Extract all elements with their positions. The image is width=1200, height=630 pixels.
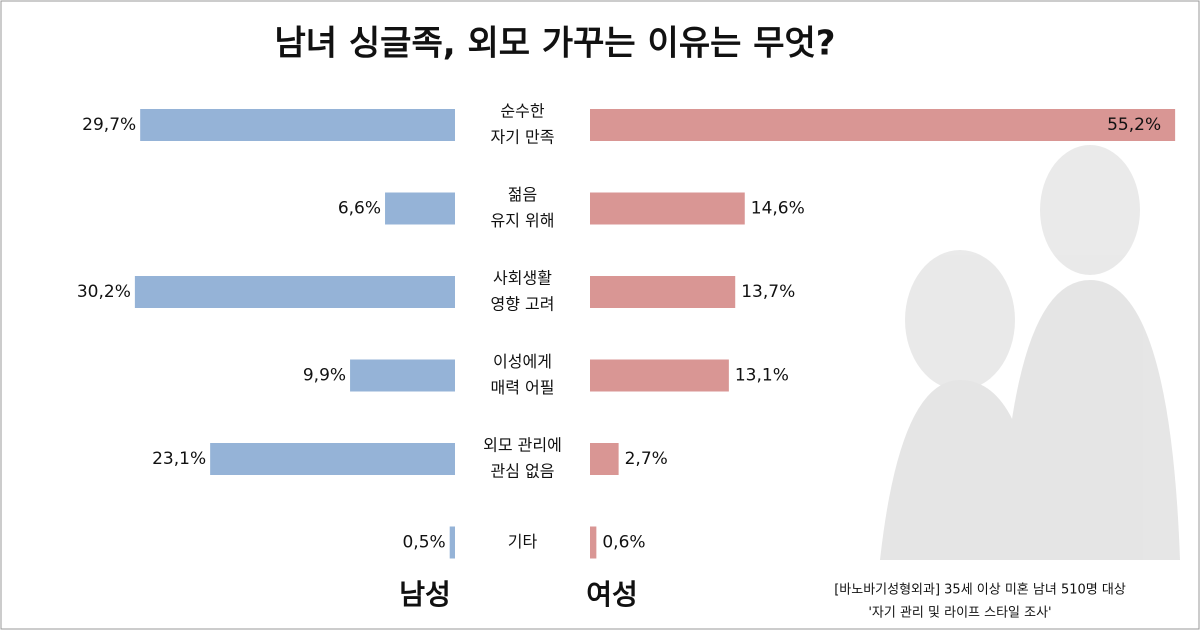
value-label: 13,7% bbox=[741, 282, 795, 302]
value-label: 14,6% bbox=[751, 199, 805, 219]
category-label: 매력 어필 bbox=[491, 378, 555, 397]
bar bbox=[140, 109, 455, 141]
bar bbox=[590, 109, 1176, 141]
category-label: 이성에게 bbox=[493, 352, 552, 371]
value-label: 23,1% bbox=[152, 449, 206, 469]
category-label: 영향 고려 bbox=[491, 295, 555, 314]
legend-label: 여성 bbox=[586, 578, 638, 611]
source-note: [바노바기성형외과] 35세 이상 미혼 남녀 510명 대상 bbox=[834, 583, 1126, 598]
category-label: 젊음 bbox=[508, 185, 537, 204]
bar bbox=[210, 443, 455, 475]
bar bbox=[590, 359, 729, 392]
source-note: '자기 관리 및 라이프 스타일 조사' bbox=[868, 606, 1051, 621]
legend-label: 남성 bbox=[399, 578, 451, 611]
value-label: 2,7% bbox=[625, 449, 668, 469]
bar bbox=[590, 192, 745, 225]
bar bbox=[350, 359, 455, 392]
value-label: 29,7% bbox=[82, 115, 136, 135]
value-label: 55,2% bbox=[1107, 115, 1161, 135]
chart-title: 남녀 싱글족, 외모 가꾸는 이유는 무엇? bbox=[274, 24, 835, 64]
category-label: 사회생활 bbox=[493, 269, 552, 288]
bar bbox=[449, 526, 455, 559]
bar bbox=[385, 192, 455, 225]
value-label: 6,6% bbox=[338, 199, 381, 219]
value-label: 13,1% bbox=[735, 366, 789, 386]
value-label: 0,5% bbox=[402, 533, 445, 553]
bar bbox=[590, 276, 736, 308]
photo-placeholder bbox=[880, 145, 1180, 560]
category-label: 순수한 bbox=[500, 102, 544, 121]
bar bbox=[590, 443, 619, 475]
bar bbox=[590, 526, 597, 559]
category-label: 자기 만족 bbox=[491, 128, 555, 147]
category-label: 외모 관리에 bbox=[483, 436, 562, 455]
value-label: 9,9% bbox=[303, 366, 346, 386]
category-label: 관심 없음 bbox=[491, 462, 555, 481]
bar bbox=[134, 276, 455, 308]
category-label: 유지 위해 bbox=[491, 211, 555, 230]
value-label: 30,2% bbox=[77, 282, 131, 302]
value-label: 0,6% bbox=[602, 533, 645, 553]
category-label: 기타 bbox=[508, 532, 538, 551]
